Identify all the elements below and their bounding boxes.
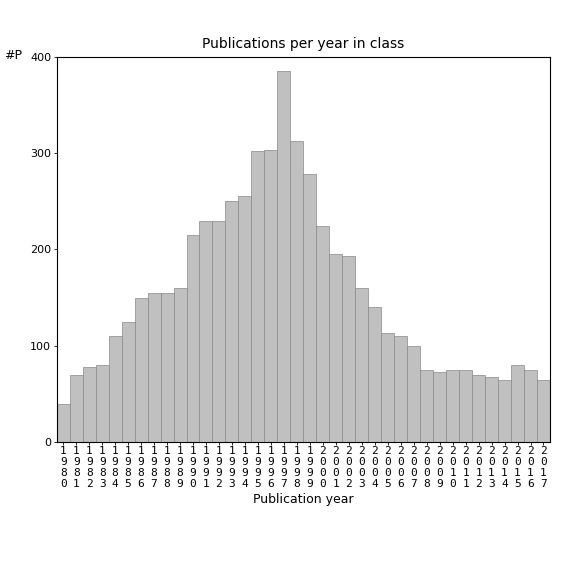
Bar xyxy=(96,365,109,442)
Bar xyxy=(511,365,524,442)
Bar xyxy=(394,336,407,442)
Bar xyxy=(109,336,121,442)
Bar xyxy=(342,256,356,442)
Bar xyxy=(264,150,277,442)
Bar xyxy=(381,333,394,442)
Title: Publications per year in class: Publications per year in class xyxy=(202,37,404,52)
X-axis label: Publication year: Publication year xyxy=(253,493,354,506)
Bar xyxy=(537,380,550,442)
Bar xyxy=(83,367,96,442)
Bar xyxy=(187,235,200,442)
Bar xyxy=(57,404,70,442)
Bar xyxy=(498,380,511,442)
Bar xyxy=(174,288,187,442)
Bar xyxy=(213,221,226,442)
Bar xyxy=(459,370,472,442)
Bar xyxy=(316,226,329,442)
Bar xyxy=(368,307,381,442)
Bar xyxy=(356,288,368,442)
Bar xyxy=(290,141,303,442)
Bar xyxy=(303,174,316,442)
Bar xyxy=(134,298,147,442)
Bar xyxy=(277,71,290,442)
Bar xyxy=(446,370,459,442)
Bar xyxy=(147,293,160,442)
Bar xyxy=(226,201,239,442)
Bar xyxy=(420,370,433,442)
Bar xyxy=(407,346,420,442)
Bar xyxy=(485,376,498,442)
Bar xyxy=(524,370,537,442)
Bar xyxy=(121,322,134,442)
Bar xyxy=(472,375,485,442)
Bar xyxy=(329,255,342,442)
Bar xyxy=(251,151,264,442)
Bar xyxy=(433,372,446,442)
Y-axis label: #P: #P xyxy=(4,49,22,62)
Bar xyxy=(200,221,213,442)
Bar xyxy=(70,375,83,442)
Bar xyxy=(239,197,251,442)
Bar xyxy=(160,293,174,442)
